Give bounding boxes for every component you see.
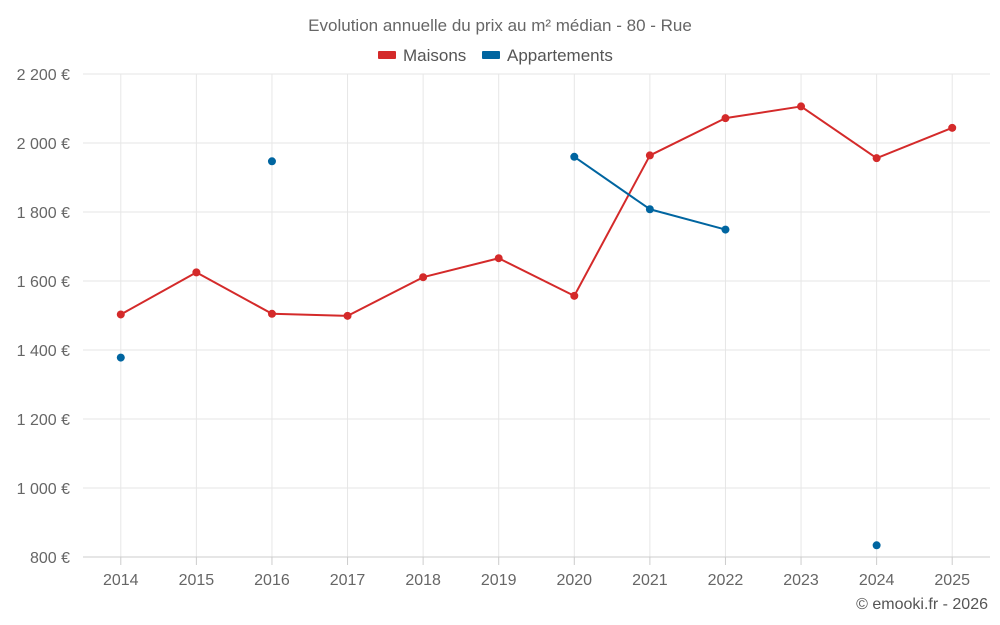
data-point-appartements-2020[interactable] xyxy=(570,152,579,161)
data-point-maisons-2019[interactable] xyxy=(494,254,503,263)
x-tick-label: 2014 xyxy=(103,572,139,589)
data-point-maisons-2016[interactable] xyxy=(267,309,276,318)
legend-item-maisons[interactable]: Maisons xyxy=(378,46,466,65)
legend: Maisons Appartements xyxy=(378,46,613,65)
x-tick-label: 2023 xyxy=(783,572,819,589)
y-tick-label: 1 600 € xyxy=(17,274,70,291)
x-tick-label: 2024 xyxy=(859,572,895,589)
x-tick-label: 2017 xyxy=(330,572,366,589)
legend-swatch-maisons xyxy=(378,51,396,59)
data-point-maisons-2023[interactable] xyxy=(797,102,806,111)
data-point-appartements-2016[interactable] xyxy=(267,157,276,166)
chart-title: Evolution annuelle du prix au m² médian … xyxy=(308,16,692,35)
x-tick-label: 2022 xyxy=(708,572,744,589)
data-point-maisons-2015[interactable] xyxy=(192,268,201,277)
series-line-maisons xyxy=(120,105,953,317)
y-tick-label: 2 000 € xyxy=(17,136,70,153)
x-tick-label: 2016 xyxy=(254,572,290,589)
legend-label-appartements: Appartements xyxy=(507,46,613,65)
data-point-appartements-2024[interactable] xyxy=(872,541,881,550)
data-point-appartements-2022[interactable] xyxy=(721,225,730,234)
data-point-maisons-2024[interactable] xyxy=(872,154,881,163)
y-tick-label: 1 800 € xyxy=(17,205,70,222)
legend-item-appartements[interactable]: Appartements xyxy=(482,46,613,65)
y-tick-label: 1 400 € xyxy=(17,343,70,360)
x-axis-ticks: 2014 2015 2016 2017 2018 2019 2020 2021 2022 2023… xyxy=(103,557,970,589)
legend-swatch-appartements xyxy=(482,51,500,59)
data-point-maisons-2022[interactable] xyxy=(721,114,730,123)
y-tick-label: 800 € xyxy=(30,550,70,567)
y-tick-label: 1 000 € xyxy=(17,481,70,498)
grid xyxy=(83,73,990,558)
x-tick-label: 2015 xyxy=(179,572,215,589)
x-tick-label: 2025 xyxy=(934,572,970,589)
series-appartements xyxy=(116,152,881,550)
x-tick-label: 2021 xyxy=(632,572,668,589)
data-point-appartements-2021[interactable] xyxy=(645,205,654,214)
y-axis-ticks: 800 € 1 000 € 1 200 € 1 400 € 1 600 € 1 800 €… xyxy=(17,67,70,567)
x-tick-label: 2018 xyxy=(405,572,441,589)
series-layer xyxy=(116,102,957,550)
data-point-maisons-2014[interactable] xyxy=(116,310,125,319)
data-point-maisons-2025[interactable] xyxy=(948,123,957,132)
data-point-maisons-2017[interactable] xyxy=(343,311,352,320)
x-tick-label: 2019 xyxy=(481,572,517,589)
data-point-appartements-2014[interactable] xyxy=(116,353,125,362)
credit-text: © emooki.fr - 2026 xyxy=(856,596,988,613)
data-point-maisons-2018[interactable] xyxy=(419,273,428,282)
data-point-maisons-2021[interactable] xyxy=(645,151,654,160)
series-maisons xyxy=(116,102,957,320)
data-point-maisons-2020[interactable] xyxy=(570,291,579,300)
legend-label-maisons: Maisons xyxy=(403,46,466,65)
y-tick-label: 2 200 € xyxy=(17,67,70,84)
y-tick-label: 1 200 € xyxy=(17,412,70,429)
x-tick-label: 2020 xyxy=(556,572,592,589)
